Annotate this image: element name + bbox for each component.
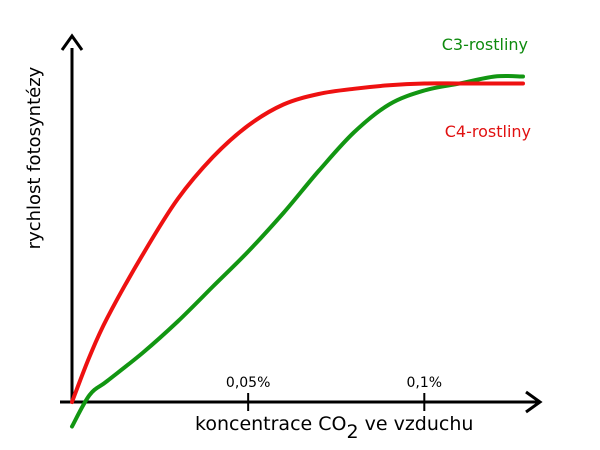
axes [60, 33, 543, 414]
x-axis-label: koncentrace CO2 ve vzduchu [195, 413, 473, 443]
legend-label-c3: C3-rostliny [442, 35, 528, 54]
x-tick-label: 0,05% [226, 375, 270, 391]
x-tick-label: 0,1% [407, 375, 443, 391]
series-group [70, 73, 525, 429]
series-line-c4 [70, 81, 525, 404]
legend-label-c4: C4-rostliny [445, 122, 531, 141]
x-axis-label-main: koncentrace CO [195, 413, 346, 435]
x-ticks: 0,05% 0,1% [226, 375, 442, 411]
y-axis-arrow [60, 33, 84, 51]
x-axis-label-subscript: 2 [346, 421, 358, 443]
x-axis-arrow [525, 390, 543, 414]
x-axis-label-tail: ve vzduchu [359, 413, 474, 435]
y-axis-label: rychlost fotosyntézy [24, 66, 45, 249]
